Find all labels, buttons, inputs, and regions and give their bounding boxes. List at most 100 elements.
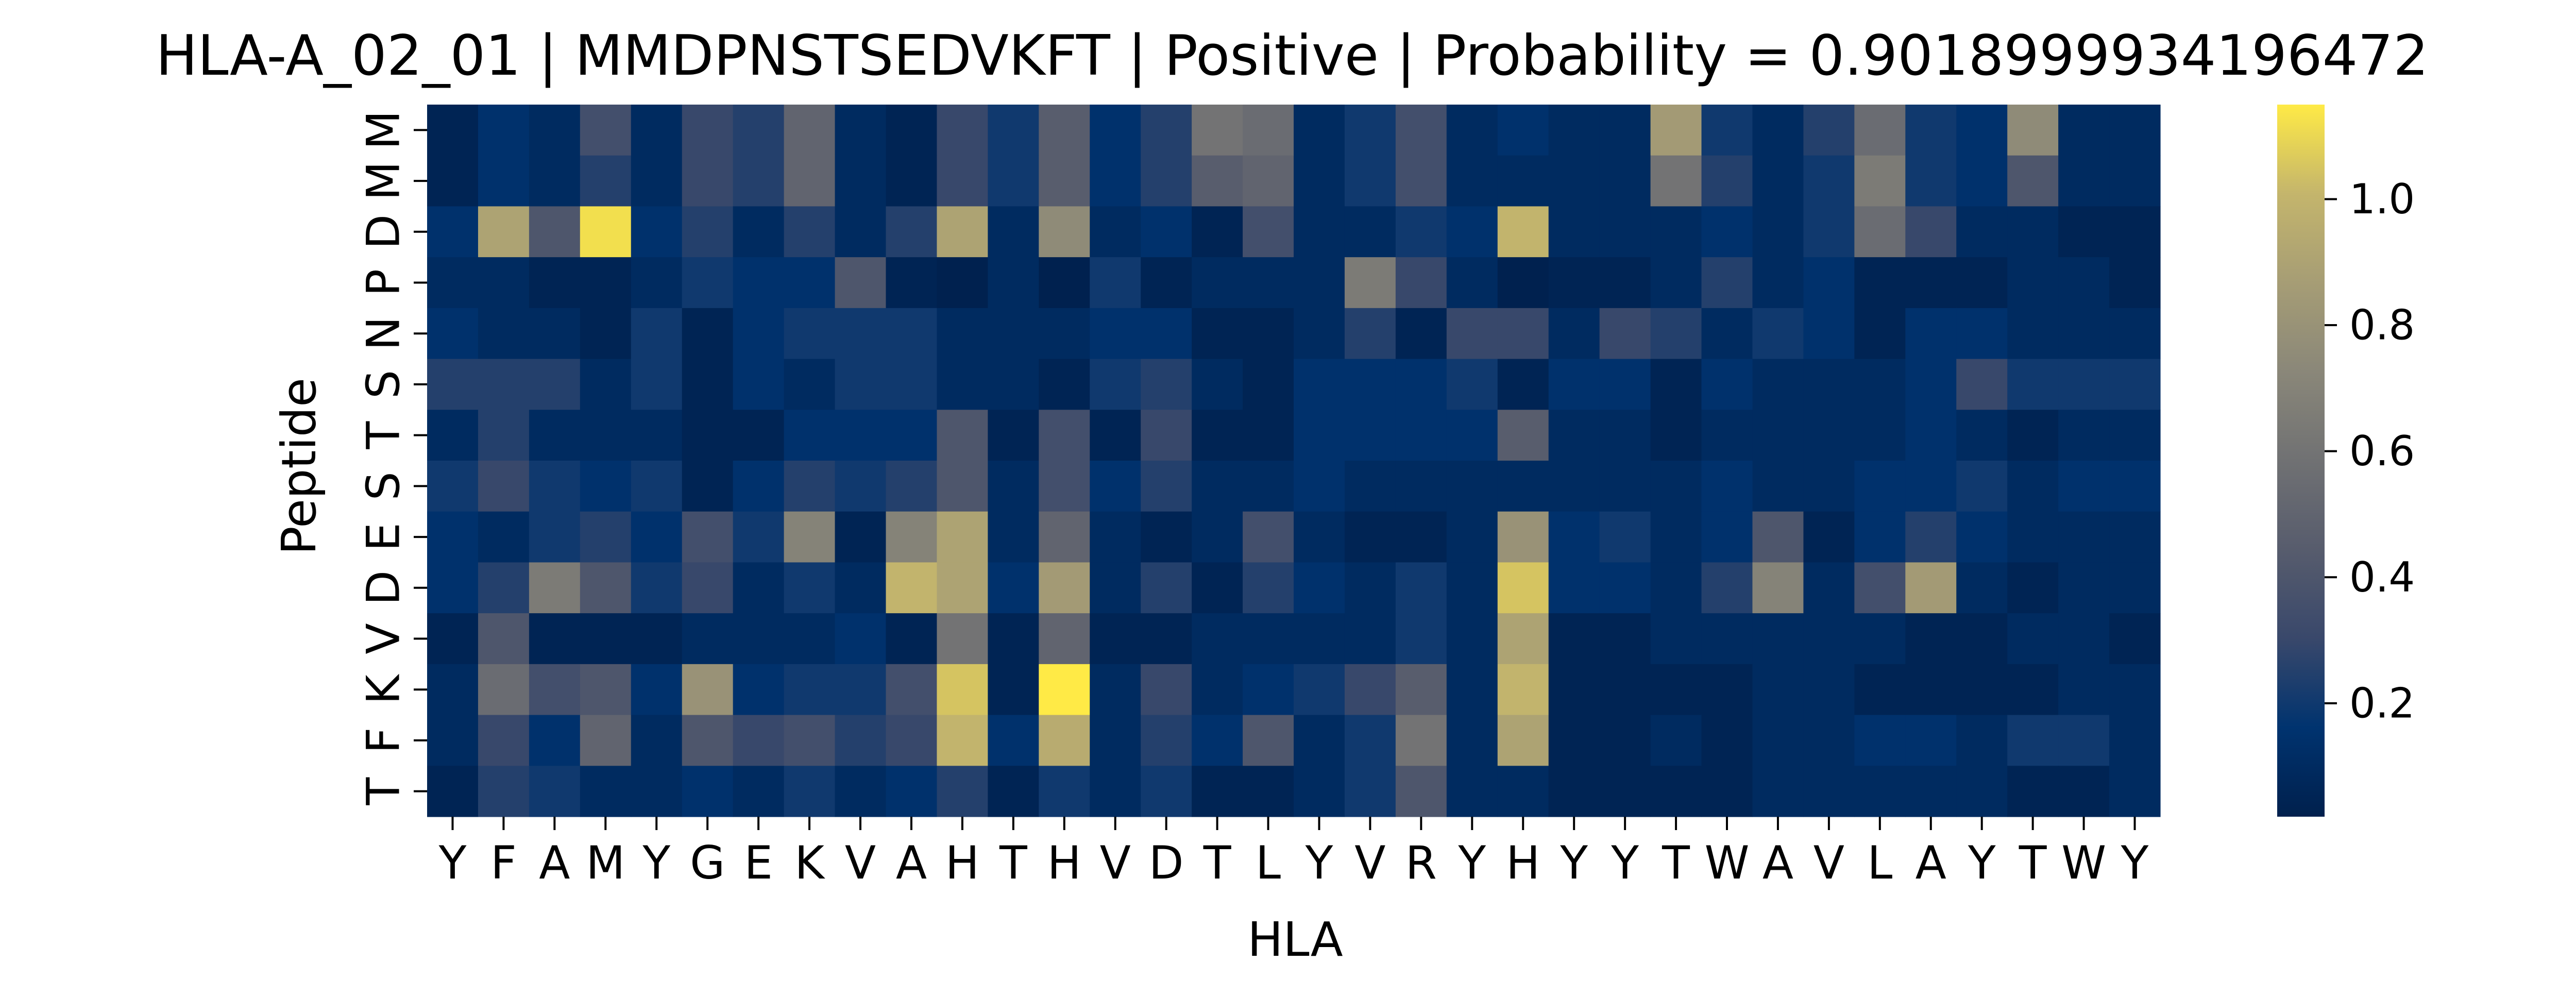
heatmap-cell	[631, 766, 683, 817]
heatmap-cell	[1446, 359, 1498, 410]
heatmap-cell	[427, 511, 479, 563]
heatmap-cell	[580, 257, 632, 309]
heatmap-cell	[1650, 613, 1702, 665]
heatmap-cell	[937, 664, 988, 716]
heatmap-cell	[478, 613, 530, 665]
heatmap-cell	[988, 308, 1039, 360]
heatmap-cell	[1854, 511, 1906, 563]
heatmap-cell	[1192, 359, 1243, 410]
heatmap-cell	[631, 308, 683, 360]
heatmap-cell	[1192, 206, 1243, 258]
heatmap-cell	[2058, 562, 2110, 614]
heatmap-cell	[1854, 766, 1906, 817]
heatmap-cell	[1905, 766, 1957, 817]
heatmap-cell	[1803, 664, 1855, 716]
heatmap-cell	[1090, 308, 1141, 360]
heatmap-cell	[1243, 461, 1294, 512]
heatmap-cell	[1446, 511, 1498, 563]
heatmap-cell	[886, 562, 938, 614]
heatmap-cell	[988, 613, 1039, 665]
x-tick-label: D	[1149, 836, 1184, 889]
heatmap-cell	[835, 664, 887, 716]
heatmap-cell	[784, 664, 836, 716]
heatmap-cell	[784, 715, 836, 766]
heatmap-cell	[937, 308, 988, 360]
colorbar-tick-label: 0.8	[2349, 301, 2415, 349]
heatmap-cell	[2109, 410, 2161, 461]
heatmap-cell	[1294, 664, 1345, 716]
heatmap-cell	[1650, 206, 1702, 258]
heatmap-cell	[529, 766, 581, 817]
heatmap-cell	[835, 562, 887, 614]
heatmap-cell	[1395, 410, 1447, 461]
heatmap-cell	[988, 461, 1039, 512]
heatmap-cell	[937, 461, 988, 512]
heatmap-cell	[631, 257, 683, 309]
heatmap-cell	[1701, 461, 1753, 512]
x-tick-label: W	[2061, 836, 2106, 889]
heatmap-cell	[1548, 715, 1600, 766]
y-tick-label: P	[357, 269, 410, 296]
heatmap-cell	[1141, 105, 1192, 156]
heatmap-cell	[1243, 206, 1294, 258]
heatmap-cell	[1344, 562, 1396, 614]
heatmap-cell	[1803, 257, 1855, 309]
heatmap-cell	[427, 613, 479, 665]
y-tick-label: E	[357, 522, 410, 551]
heatmap-cell	[1701, 359, 1753, 410]
heatmap-cell	[886, 155, 938, 207]
heatmap-cell	[1141, 766, 1192, 817]
heatmap-cell	[1752, 105, 1804, 156]
heatmap-cell	[1090, 206, 1141, 258]
heatmap-cell	[1752, 562, 1804, 614]
heatmap-cell	[478, 664, 530, 716]
heatmap-cell	[1395, 206, 1447, 258]
heatmap-cell	[478, 359, 530, 410]
heatmap-cell	[1650, 664, 1702, 716]
heatmap-cell	[1141, 664, 1192, 716]
heatmap-cell	[1446, 715, 1498, 766]
heatmap-cells	[427, 105, 2161, 817]
heatmap-cell	[1905, 410, 1957, 461]
heatmap-cell	[1701, 511, 1753, 563]
heatmap-cell	[1701, 613, 1753, 665]
heatmap-cell	[1192, 410, 1243, 461]
heatmap-cell	[1243, 308, 1294, 360]
heatmap-cell	[937, 155, 988, 207]
heatmap-cell	[1752, 613, 1804, 665]
heatmap-cell	[1039, 410, 1090, 461]
heatmap-cell	[1650, 562, 1702, 614]
heatmap-cell	[529, 206, 581, 258]
heatmap-cell	[427, 359, 479, 410]
heatmap-cell	[2058, 461, 2110, 512]
heatmap-cell	[988, 511, 1039, 563]
heatmap-cell	[1294, 155, 1345, 207]
heatmap-cell	[1701, 562, 1753, 614]
heatmap-cell	[1446, 105, 1498, 156]
heatmap-cell	[2007, 461, 2059, 512]
heatmap-cell	[1650, 155, 1702, 207]
heatmap-cell	[2058, 766, 2110, 817]
heatmap-cell	[1192, 562, 1243, 614]
heatmap-cell	[1803, 715, 1855, 766]
heatmap-cell	[2007, 206, 2059, 258]
heatmap-cell	[427, 715, 479, 766]
heatmap-cell	[1395, 308, 1447, 360]
colorbar-ticks: 0.2 0.4 0.6 0.8 1.0	[2325, 175, 2415, 727]
heatmap-cell	[478, 766, 530, 817]
x-tick-label: L	[1867, 836, 1892, 889]
heatmap-cell	[835, 155, 887, 207]
heatmap-cell	[529, 511, 581, 563]
heatmap-cell	[1192, 105, 1243, 156]
heatmap-cell	[682, 410, 734, 461]
heatmap-cell	[2109, 766, 2161, 817]
heatmap-cell	[1701, 308, 1753, 360]
heatmap-cell	[1039, 562, 1090, 614]
heatmap-cell	[580, 664, 632, 716]
heatmap-cell	[1599, 511, 1651, 563]
heatmap-cell	[1548, 613, 1600, 665]
heatmap-cell	[1599, 613, 1651, 665]
x-tick-label: Y	[642, 836, 670, 889]
y-tick-label: S	[357, 370, 410, 399]
